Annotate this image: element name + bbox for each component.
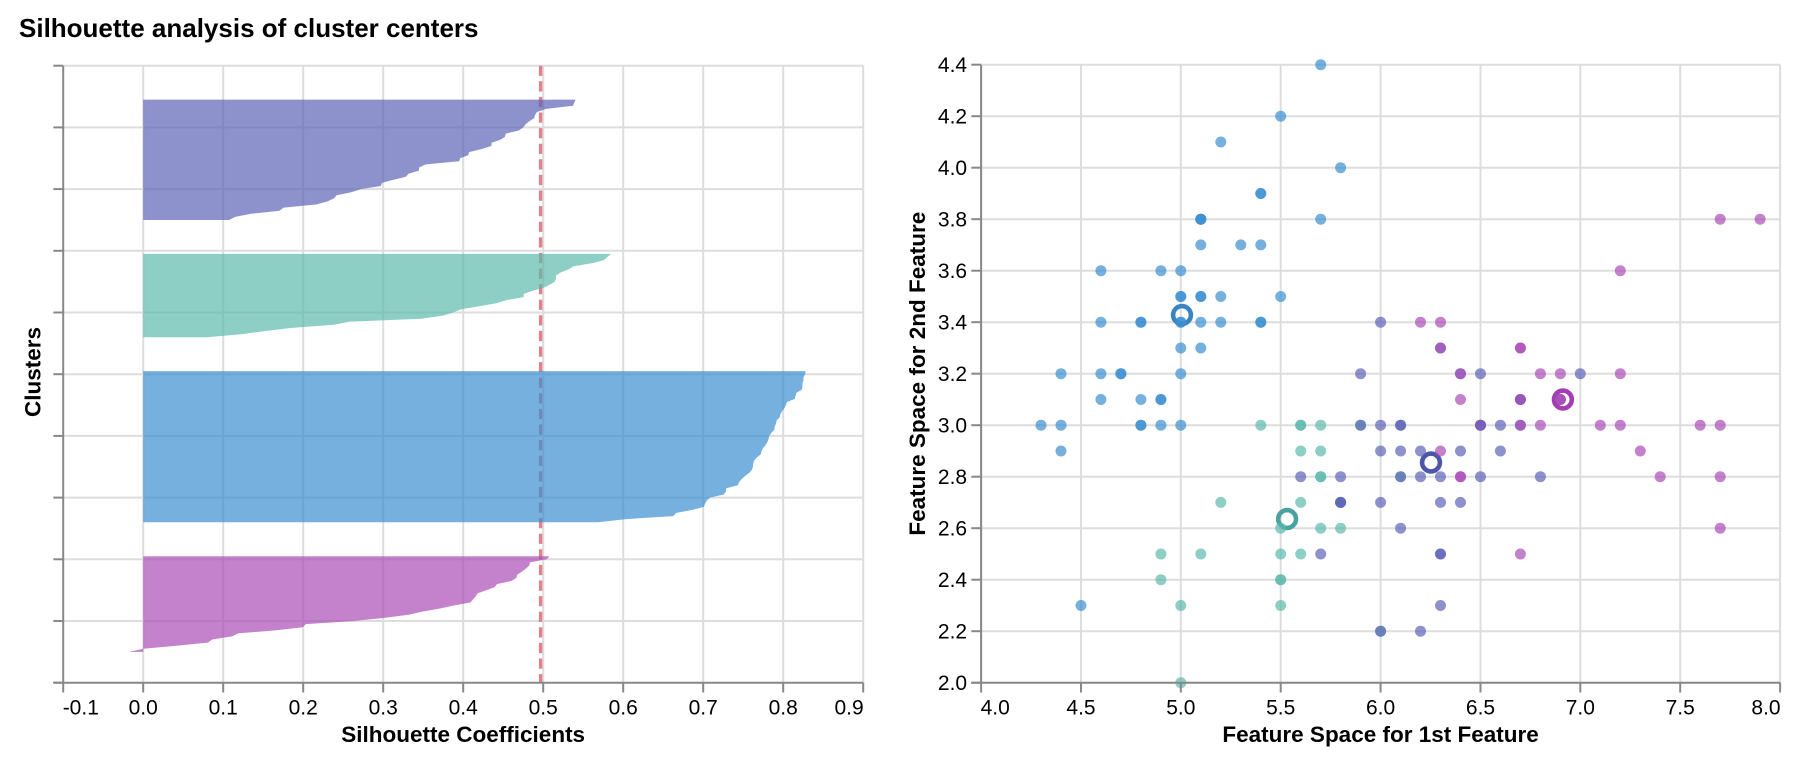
svg-text:0.0: 0.0 [129, 697, 158, 720]
svg-text:7.0: 7.0 [1566, 697, 1595, 720]
svg-text:Clusters: Clusters [21, 327, 46, 417]
svg-text:0.1: 0.1 [209, 697, 238, 720]
svg-text:2.4: 2.4 [938, 569, 968, 592]
svg-text:0.9: 0.9 [834, 697, 863, 720]
svg-text:0.3: 0.3 [369, 697, 398, 720]
svg-text:Feature Space for 2nd Feature: Feature Space for 2nd Feature [905, 212, 930, 536]
svg-text:0.8: 0.8 [769, 697, 798, 720]
svg-text:3.4: 3.4 [938, 312, 968, 335]
svg-text:Silhouette Coefficients: Silhouette Coefficients [341, 722, 585, 747]
svg-text:2.8: 2.8 [938, 466, 967, 489]
svg-text:4.2: 4.2 [938, 106, 967, 129]
svg-text:2.6: 2.6 [938, 518, 967, 541]
svg-text:3.6: 3.6 [938, 260, 967, 283]
svg-text:3.8: 3.8 [938, 209, 967, 232]
svg-text:5.5: 5.5 [1266, 697, 1295, 720]
svg-text:2.2: 2.2 [938, 621, 967, 644]
svg-text:4.4: 4.4 [938, 54, 968, 77]
svg-text:5.0: 5.0 [1166, 697, 1195, 720]
svg-text:0.6: 0.6 [609, 697, 638, 720]
svg-text:6.0: 6.0 [1366, 697, 1395, 720]
svg-text:8.0: 8.0 [1751, 697, 1780, 720]
svg-text:Silhouette analysis of cluster: Silhouette analysis of cluster centers [19, 13, 479, 43]
svg-text:0.5: 0.5 [529, 697, 558, 720]
svg-text:2.0: 2.0 [938, 672, 967, 695]
svg-text:3.0: 3.0 [938, 415, 967, 438]
svg-text:-0.1: -0.1 [63, 697, 99, 720]
svg-text:4.0: 4.0 [938, 157, 967, 180]
svg-text:3.2: 3.2 [938, 363, 967, 386]
svg-text:0.7: 0.7 [689, 697, 718, 720]
svg-text:0.2: 0.2 [289, 697, 318, 720]
svg-text:4.0: 4.0 [981, 697, 1010, 720]
svg-text:6.5: 6.5 [1466, 697, 1495, 720]
svg-text:Feature Space for 1st Feature: Feature Space for 1st Feature [1222, 722, 1538, 747]
svg-text:7.5: 7.5 [1666, 697, 1695, 720]
svg-text:4.5: 4.5 [1066, 697, 1095, 720]
svg-text:0.4: 0.4 [449, 697, 479, 720]
